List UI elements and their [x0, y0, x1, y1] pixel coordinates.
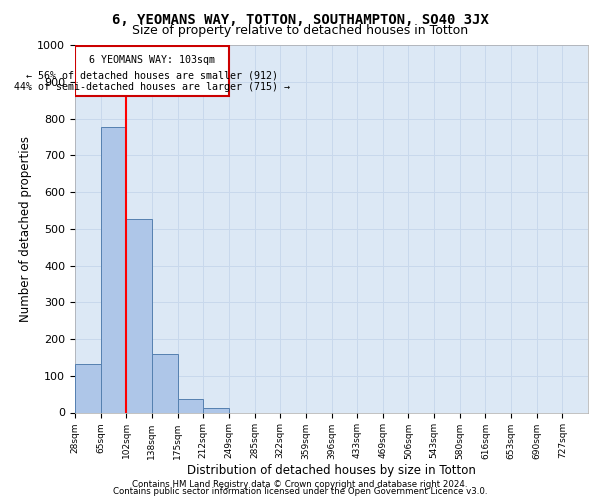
Y-axis label: Number of detached properties: Number of detached properties	[19, 136, 32, 322]
Text: 6, YEOMANS WAY, TOTTON, SOUTHAMPTON, SO40 3JX: 6, YEOMANS WAY, TOTTON, SOUTHAMPTON, SO4…	[112, 12, 488, 26]
Bar	[75, 364, 101, 412]
Bar	[75, 46, 229, 96]
Text: ← 56% of detached houses are smaller (912): ← 56% of detached houses are smaller (91…	[26, 70, 278, 80]
Text: 6 YEOMANS WAY: 103sqm: 6 YEOMANS WAY: 103sqm	[89, 55, 215, 65]
Text: 44% of semi-detached houses are larger (715) →: 44% of semi-detached houses are larger (…	[14, 82, 290, 92]
Bar	[178, 399, 203, 412]
Bar	[203, 408, 229, 412]
Bar	[101, 126, 127, 412]
X-axis label: Distribution of detached houses by size in Totton: Distribution of detached houses by size …	[187, 464, 476, 477]
Text: Contains public sector information licensed under the Open Government Licence v3: Contains public sector information licen…	[113, 487, 487, 496]
Text: Contains HM Land Registry data © Crown copyright and database right 2024.: Contains HM Land Registry data © Crown c…	[132, 480, 468, 489]
Text: Size of property relative to detached houses in Totton: Size of property relative to detached ho…	[132, 24, 468, 37]
Bar	[127, 219, 152, 412]
Bar	[152, 354, 178, 412]
